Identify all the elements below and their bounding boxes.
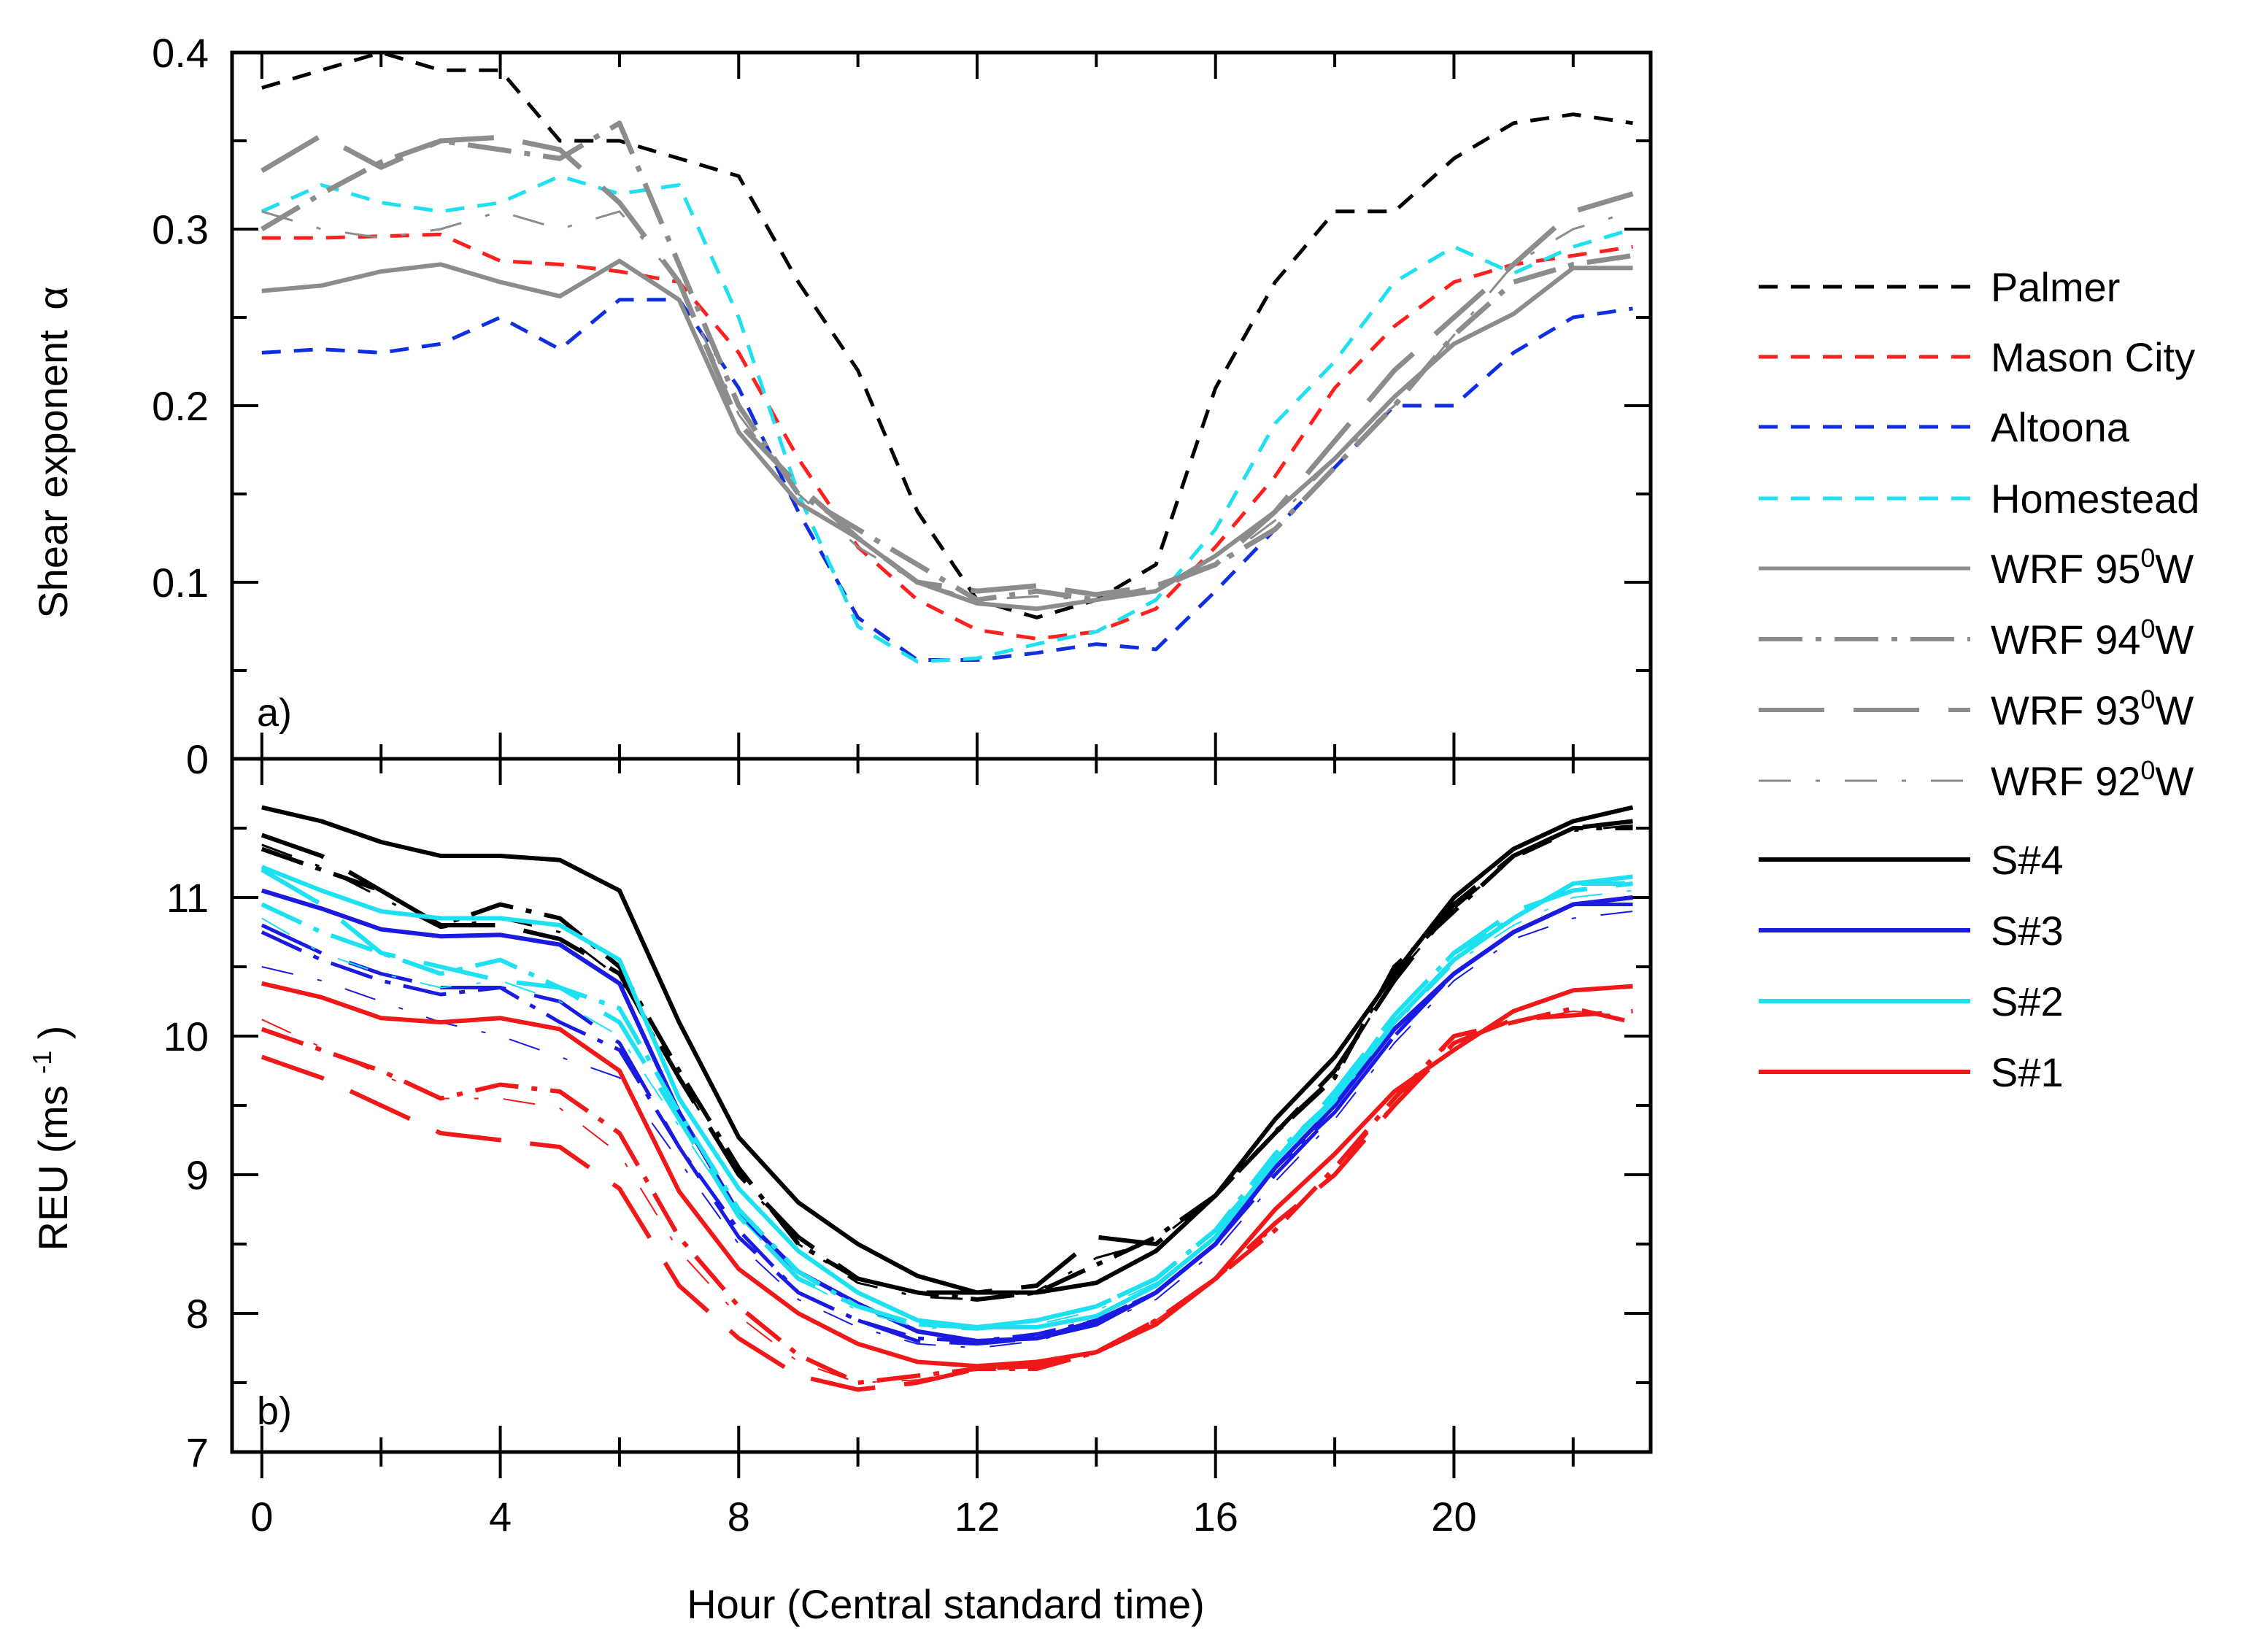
series-line	[261, 889, 1633, 1331]
series-line	[261, 868, 1633, 1329]
panel-b-y-axis-title-text: REU (ms	[30, 1085, 76, 1251]
legend-label-suffix: W	[2155, 758, 2194, 804]
legend-label-text: WRF 93	[1991, 687, 2140, 733]
series-line	[261, 298, 1633, 662]
series-line	[261, 1008, 1633, 1392]
panel-b-label: b)	[257, 1389, 292, 1433]
series-line	[261, 1010, 1633, 1383]
x-tick-label: 4	[489, 1494, 512, 1540]
series-line	[261, 888, 1633, 1343]
legend-label: S#2	[1991, 978, 2064, 1024]
x-tick-label: 16	[1193, 1494, 1238, 1540]
y-tick-label: 0.2	[152, 383, 209, 429]
legend-label-degree: 0	[2140, 543, 2155, 573]
legend-label: WRF 930W	[1991, 684, 2194, 733]
legend-label-text: Altoona	[1991, 404, 2130, 450]
series-line	[261, 903, 1633, 1343]
legend-label-degree: 0	[2140, 755, 2155, 785]
series-line	[261, 120, 1634, 603]
panel-b-y-axis-title: REU (ms -1 )	[14, 1026, 76, 1251]
panel-a-y-axis-title-symbol: α	[30, 286, 76, 309]
y-tick-label: 0	[186, 736, 209, 782]
legend-label: Altoona	[1991, 404, 2130, 450]
y-tick-label: 10	[163, 1013, 209, 1059]
panel-b-ticks	[232, 759, 1651, 1478]
panel-a-series	[261, 50, 1634, 664]
legend-label-text: WRF 95	[1991, 546, 2140, 592]
legend-label-text: S#2	[1991, 978, 2064, 1024]
panel-a-y-axis-title-text: Shear exponent	[30, 330, 76, 619]
panel-a-y-axis-title: Shear exponent α	[30, 286, 76, 618]
series-line	[261, 133, 1634, 598]
legend-label-text: S#1	[1991, 1049, 2064, 1095]
series-line	[261, 258, 1633, 611]
x-tick-label: 12	[954, 1494, 1000, 1540]
y-tick-label: 9	[186, 1152, 209, 1198]
legend-label-text: S#4	[1991, 837, 2064, 883]
legend-label-text: WRF 94	[1991, 617, 2140, 663]
series-line	[261, 210, 1633, 601]
series-line	[261, 50, 1633, 619]
legend-label-suffix: W	[2155, 546, 2194, 592]
legend-label-suffix: W	[2155, 687, 2194, 733]
panel-b-reu: 7 8 9 10 11 0 4 8 12 16 20 b) REU (ms -1 )	[14, 759, 1651, 1540]
x-tick-label: 0	[250, 1494, 273, 1540]
y-tick-label: 8	[186, 1291, 209, 1337]
y-tick-label: 0.4	[152, 30, 209, 76]
legend-label: S#1	[1991, 1049, 2064, 1095]
series-line	[261, 981, 1633, 1369]
panel-b-series	[261, 805, 1634, 1392]
legend-label-degree: 0	[2140, 684, 2155, 714]
series-line	[261, 1006, 1634, 1385]
legend-label: Mason City	[1991, 334, 2195, 380]
series-line	[261, 805, 1634, 1295]
legend-label: Homestead	[1991, 476, 2199, 522]
series-line	[261, 824, 1633, 1301]
legend-label: S#3	[1991, 908, 2064, 954]
y-tick-label: 7	[186, 1429, 209, 1475]
legend-label-text: Homestead	[1991, 476, 2199, 522]
legend-label-text: WRF 92	[1991, 758, 2140, 804]
legend-label-degree: 0	[2140, 614, 2155, 644]
series-line	[261, 911, 1633, 1349]
legend-label: WRF 950W	[1991, 543, 2194, 592]
legend-label: S#4	[1991, 837, 2064, 883]
x-tick-label: 20	[1431, 1494, 1476, 1540]
legend-label-text: S#3	[1991, 908, 2064, 954]
plot-frame	[230, 50, 1653, 1454]
legend-label-text: Palmer	[1991, 264, 2120, 310]
panel-b-y-tick-labels: 7 8 9 10 11	[163, 875, 209, 1475]
series-line	[261, 881, 1633, 1329]
panel-b-y-axis-title-close: )	[30, 1026, 76, 1040]
x-tick-label: 8	[728, 1494, 750, 1540]
series-line	[261, 819, 1633, 1295]
legend-label-text: Mason City	[1991, 334, 2195, 380]
panel-a-label: a)	[257, 691, 292, 735]
panel-a-y-tick-labels: 0 0.1 0.2 0.3 0.4	[152, 30, 209, 782]
legend-label: WRF 920W	[1991, 755, 2194, 804]
panel-a-shear-exponent: 0 0.1 0.2 0.3 0.4 a) Shear exponent α	[30, 30, 1651, 782]
series-line	[261, 903, 1633, 1346]
y-tick-label: 0.3	[152, 206, 209, 252]
legend-label-suffix: W	[2155, 617, 2194, 663]
y-tick-label: 11	[166, 875, 209, 921]
series-line	[261, 232, 1633, 641]
series-line	[261, 174, 1634, 664]
legend-label: Palmer	[1991, 264, 2120, 310]
x-tick-labels: 0 4 8 12 16 20	[250, 1494, 1476, 1540]
x-axis-title: Hour (Central standard time)	[687, 1581, 1205, 1627]
panel-b-y-axis-title-sup: -1	[27, 1051, 57, 1074]
y-tick-label: 0.1	[152, 560, 209, 606]
series-line	[261, 826, 1633, 1302]
legend-label: WRF 940W	[1991, 614, 2194, 663]
